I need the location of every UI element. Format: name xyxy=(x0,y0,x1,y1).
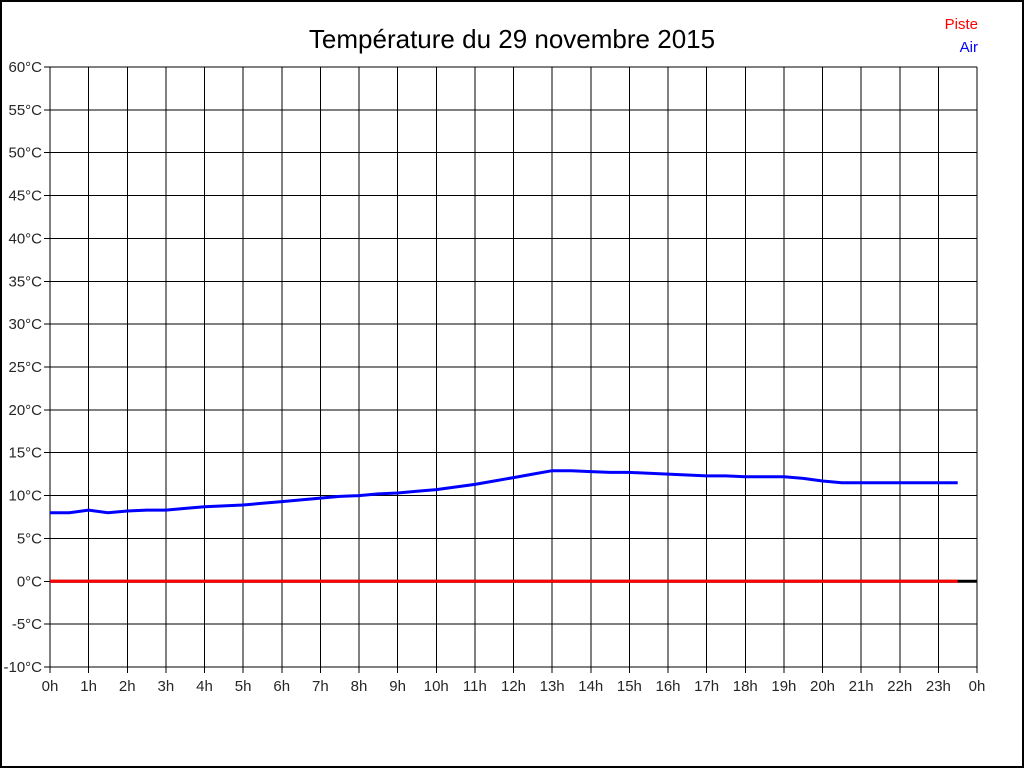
x-tick-label: 19h xyxy=(771,678,796,695)
x-tick-label: 13h xyxy=(540,678,565,695)
chart-title: Température du 29 novembre 2015 xyxy=(308,24,716,54)
y-tick-label: 55°C xyxy=(8,102,42,119)
x-tick-label: 0h xyxy=(969,678,986,695)
y-tick-label: 40°C xyxy=(8,230,42,247)
x-tick-label: 20h xyxy=(810,678,835,695)
y-tick-label: 45°C xyxy=(8,188,42,205)
x-tick-label: 14h xyxy=(578,678,603,695)
x-tick-label: 21h xyxy=(849,678,874,695)
y-tick-label: 10°C xyxy=(8,488,42,505)
x-tick-label: 8h xyxy=(351,678,368,695)
x-tick-label: 9h xyxy=(389,678,406,695)
x-tick-label: 23h xyxy=(926,678,951,695)
x-tick-label: 3h xyxy=(158,678,175,695)
y-tick-label: 5°C xyxy=(17,530,42,547)
y-tick-label: 25°C xyxy=(8,359,42,376)
x-tick-label: 15h xyxy=(617,678,642,695)
y-tick-label: 20°C xyxy=(8,402,42,419)
x-tick-label: 18h xyxy=(733,678,758,695)
y-tick-label: 15°C xyxy=(8,445,42,462)
legend: Piste Air xyxy=(945,13,978,59)
x-tick-label: 2h xyxy=(119,678,136,695)
y-tick-label: -5°C xyxy=(12,616,42,633)
y-tick-label: 50°C xyxy=(8,145,42,162)
x-tick-label: 22h xyxy=(887,678,912,695)
x-tick-label: 0h xyxy=(42,678,59,695)
x-tick-label: 6h xyxy=(273,678,290,695)
y-tick-label: 60°C xyxy=(8,59,42,76)
y-tick-label: -10°C xyxy=(3,659,42,676)
y-tick-label: 30°C xyxy=(8,316,42,333)
x-tick-label: 12h xyxy=(501,678,526,695)
legend-item-piste: Piste xyxy=(944,16,978,33)
x-tick-label: 1h xyxy=(80,678,97,695)
x-tick-label: 7h xyxy=(312,678,329,695)
series-line-air xyxy=(50,469,958,515)
y-tick-label: 0°C xyxy=(17,573,42,590)
x-tick-label: 11h xyxy=(463,678,487,695)
x-tick-label: 4h xyxy=(196,678,213,695)
x-tick-label: 16h xyxy=(655,678,680,695)
x-tick-label: 17h xyxy=(694,678,719,695)
legend-item-air: Air xyxy=(959,39,978,56)
x-tick-label: 10h xyxy=(424,678,449,695)
x-tick-label: 5h xyxy=(235,678,252,695)
y-tick-label: 35°C xyxy=(8,273,42,290)
